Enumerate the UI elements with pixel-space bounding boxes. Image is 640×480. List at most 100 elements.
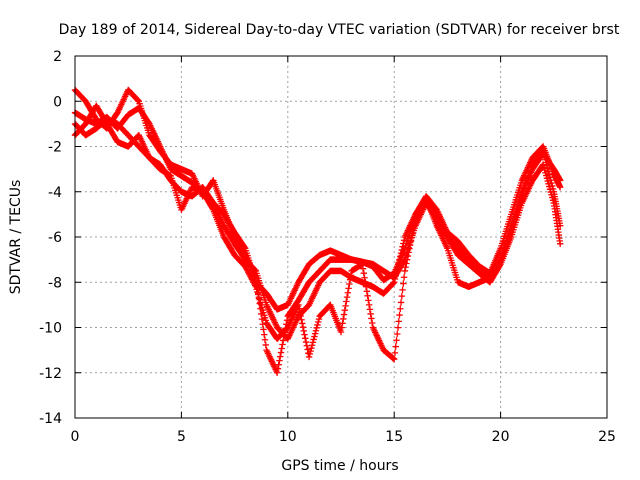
data-point (543, 162, 551, 169)
x-tick-label: 15 (385, 429, 403, 445)
data-point (363, 288, 371, 295)
data-point (251, 282, 259, 289)
data-point (340, 315, 347, 323)
x-tick-label: 25 (598, 429, 616, 445)
data-point (362, 279, 369, 286)
y-tick-label: 0 (53, 94, 62, 110)
data-point (313, 324, 320, 332)
chart-title: Day 189 of 2014, Sidereal Day-to-day VTE… (59, 22, 620, 38)
data-point (365, 297, 372, 304)
data-point (402, 264, 409, 271)
data-point (209, 205, 216, 212)
data-point (315, 318, 322, 326)
data-point (406, 241, 414, 249)
data-point (405, 249, 412, 256)
data-point (410, 226, 417, 234)
data-point (411, 219, 418, 226)
data-point (346, 280, 353, 288)
data-point (261, 336, 269, 343)
data-point (546, 174, 554, 181)
data-point (365, 301, 373, 309)
data-point (279, 341, 286, 348)
data-point (390, 279, 397, 287)
data-point (311, 333, 318, 340)
data-point (347, 272, 355, 279)
data-point (545, 168, 552, 175)
data-point (401, 267, 409, 275)
y-tick-label: -2 (48, 140, 62, 156)
data-point (407, 238, 415, 245)
data-point (275, 361, 282, 368)
data-point (314, 321, 321, 329)
data-point (299, 320, 306, 327)
data-point (261, 331, 268, 338)
y-tick-label: -12 (39, 366, 62, 382)
data-point (274, 365, 282, 372)
data-point (400, 237, 408, 244)
data-point (366, 306, 374, 313)
data-point (340, 311, 348, 318)
data-point (280, 337, 287, 344)
data-point (364, 292, 371, 300)
data-point (277, 353, 284, 360)
data-point (394, 330, 401, 338)
data-point (496, 257, 504, 265)
sdtvar-trace-c (71, 86, 564, 376)
data-point (310, 336, 317, 343)
data-point (277, 349, 285, 356)
data-point (258, 315, 266, 323)
data-point (548, 179, 555, 187)
data-point (134, 97, 142, 104)
data-point (408, 234, 415, 241)
data-point (367, 310, 374, 318)
data-point (549, 182, 556, 190)
data-point (391, 279, 398, 286)
data-point (346, 276, 354, 283)
data-point (343, 293, 351, 301)
y-axis-label: SDTVAR / TECUs (8, 180, 24, 295)
data-point (296, 309, 304, 316)
data-point (546, 171, 553, 178)
data-point (298, 316, 305, 323)
data-point (409, 230, 416, 237)
data-point (397, 299, 405, 306)
data-point (305, 353, 313, 361)
grid-layer (75, 56, 607, 418)
data-point (368, 319, 376, 327)
data-point (276, 357, 283, 364)
data-point (397, 305, 404, 312)
data-point (260, 326, 267, 333)
data-point (547, 176, 554, 184)
data-point (311, 330, 319, 337)
x-tick-label: 20 (492, 429, 510, 445)
data-point (396, 311, 403, 319)
data-point (343, 298, 350, 305)
data-point (360, 270, 367, 277)
data-point (273, 369, 281, 376)
data-point (359, 260, 366, 268)
data-point (395, 318, 402, 325)
sdtvar-trace-d (71, 116, 564, 363)
data-point (278, 345, 285, 352)
data-point (307, 347, 314, 355)
x-tick-label: 10 (279, 429, 297, 445)
data-point (556, 184, 564, 191)
data-point (308, 342, 316, 349)
data-point (297, 312, 304, 320)
data-point (393, 337, 400, 344)
data-point (341, 307, 348, 314)
y-tick-label: 2 (53, 49, 62, 65)
data-point (399, 286, 406, 294)
data-point (362, 283, 370, 290)
data-point (540, 150, 548, 158)
data-point (404, 252, 412, 260)
data-point (556, 222, 564, 229)
x-tick-label: 5 (177, 429, 186, 445)
y-tick-label: -6 (48, 230, 62, 246)
data-point (299, 323, 307, 331)
data-point (544, 165, 551, 172)
data-point (301, 331, 308, 338)
points-layer (71, 86, 564, 376)
